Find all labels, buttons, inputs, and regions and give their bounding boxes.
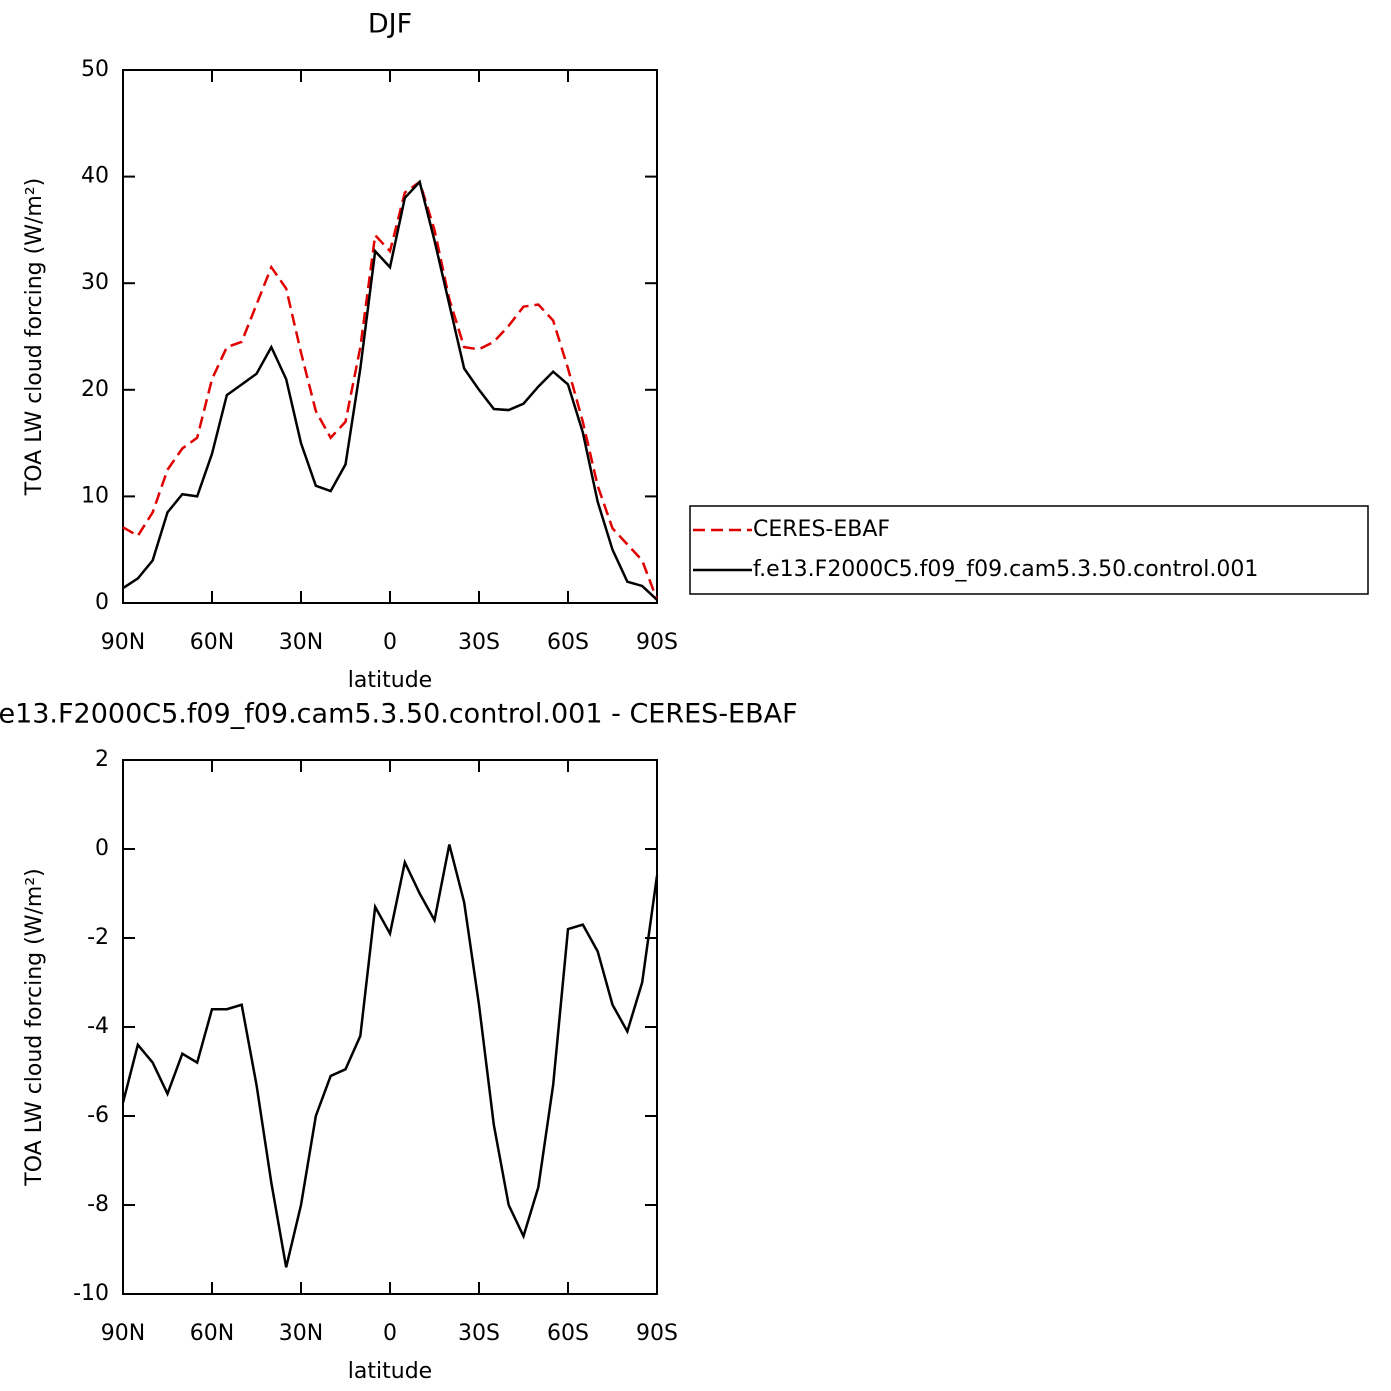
y-tick-label: -8 <box>87 1192 109 1217</box>
x-tick-label: 60S <box>547 1321 589 1346</box>
x-tick-label: 90N <box>101 630 145 655</box>
x-tick-label: 0 <box>383 1321 397 1346</box>
legend-label: CERES-EBAF <box>753 517 890 542</box>
y-tick-label: 2 <box>95 747 109 772</box>
data-line <box>122 179 658 601</box>
x-tick-label: 30S <box>458 1321 500 1346</box>
x-tick-label: 60N <box>190 630 234 655</box>
x-tick-label: 90S <box>636 1321 678 1346</box>
x-axis-label: latitude <box>348 1359 432 1384</box>
x-tick-label: 60N <box>190 1321 234 1346</box>
y-tick-label: 40 <box>81 164 109 189</box>
x-tick-label: 90S <box>636 630 678 655</box>
x-tick-label: 60S <box>547 630 589 655</box>
y-tick-label: 10 <box>81 483 109 508</box>
plot-frame <box>122 759 658 1295</box>
legend-box <box>689 505 1369 595</box>
x-tick-label: 0 <box>383 630 397 655</box>
y-tick-label: 0 <box>95 590 109 615</box>
data-line <box>122 179 659 601</box>
y-tick-label: 30 <box>81 270 109 295</box>
plot-frame <box>122 69 658 604</box>
y-axis-label: TOA LW cloud forcing (W/m²) <box>22 868 47 1186</box>
x-tick-label: 30N <box>279 630 323 655</box>
chart-title: f.e13.F2000C5.f09_f09.cam5.3.50.control.… <box>0 699 798 730</box>
y-tick-label: -2 <box>87 925 109 950</box>
legend-label: f.e13.F2000C5.f09_f09.cam5.3.50.control.… <box>753 557 1258 582</box>
y-tick-label: -10 <box>73 1281 109 1306</box>
y-tick-label: -4 <box>87 1014 109 1039</box>
x-axis-label: latitude <box>348 668 432 693</box>
x-tick-label: 30S <box>458 630 500 655</box>
y-tick-label: 20 <box>81 377 109 402</box>
y-tick-label: 0 <box>95 836 109 861</box>
x-tick-label: 90N <box>101 1321 145 1346</box>
y-axis-label: TOA LW cloud forcing (W/m²) <box>22 178 47 496</box>
y-tick-label: -6 <box>87 1103 109 1128</box>
x-tick-label: 30N <box>279 1321 323 1346</box>
data-line <box>121 844 659 1268</box>
y-tick-label: 50 <box>81 57 109 82</box>
chart-title: DJF <box>368 9 412 40</box>
